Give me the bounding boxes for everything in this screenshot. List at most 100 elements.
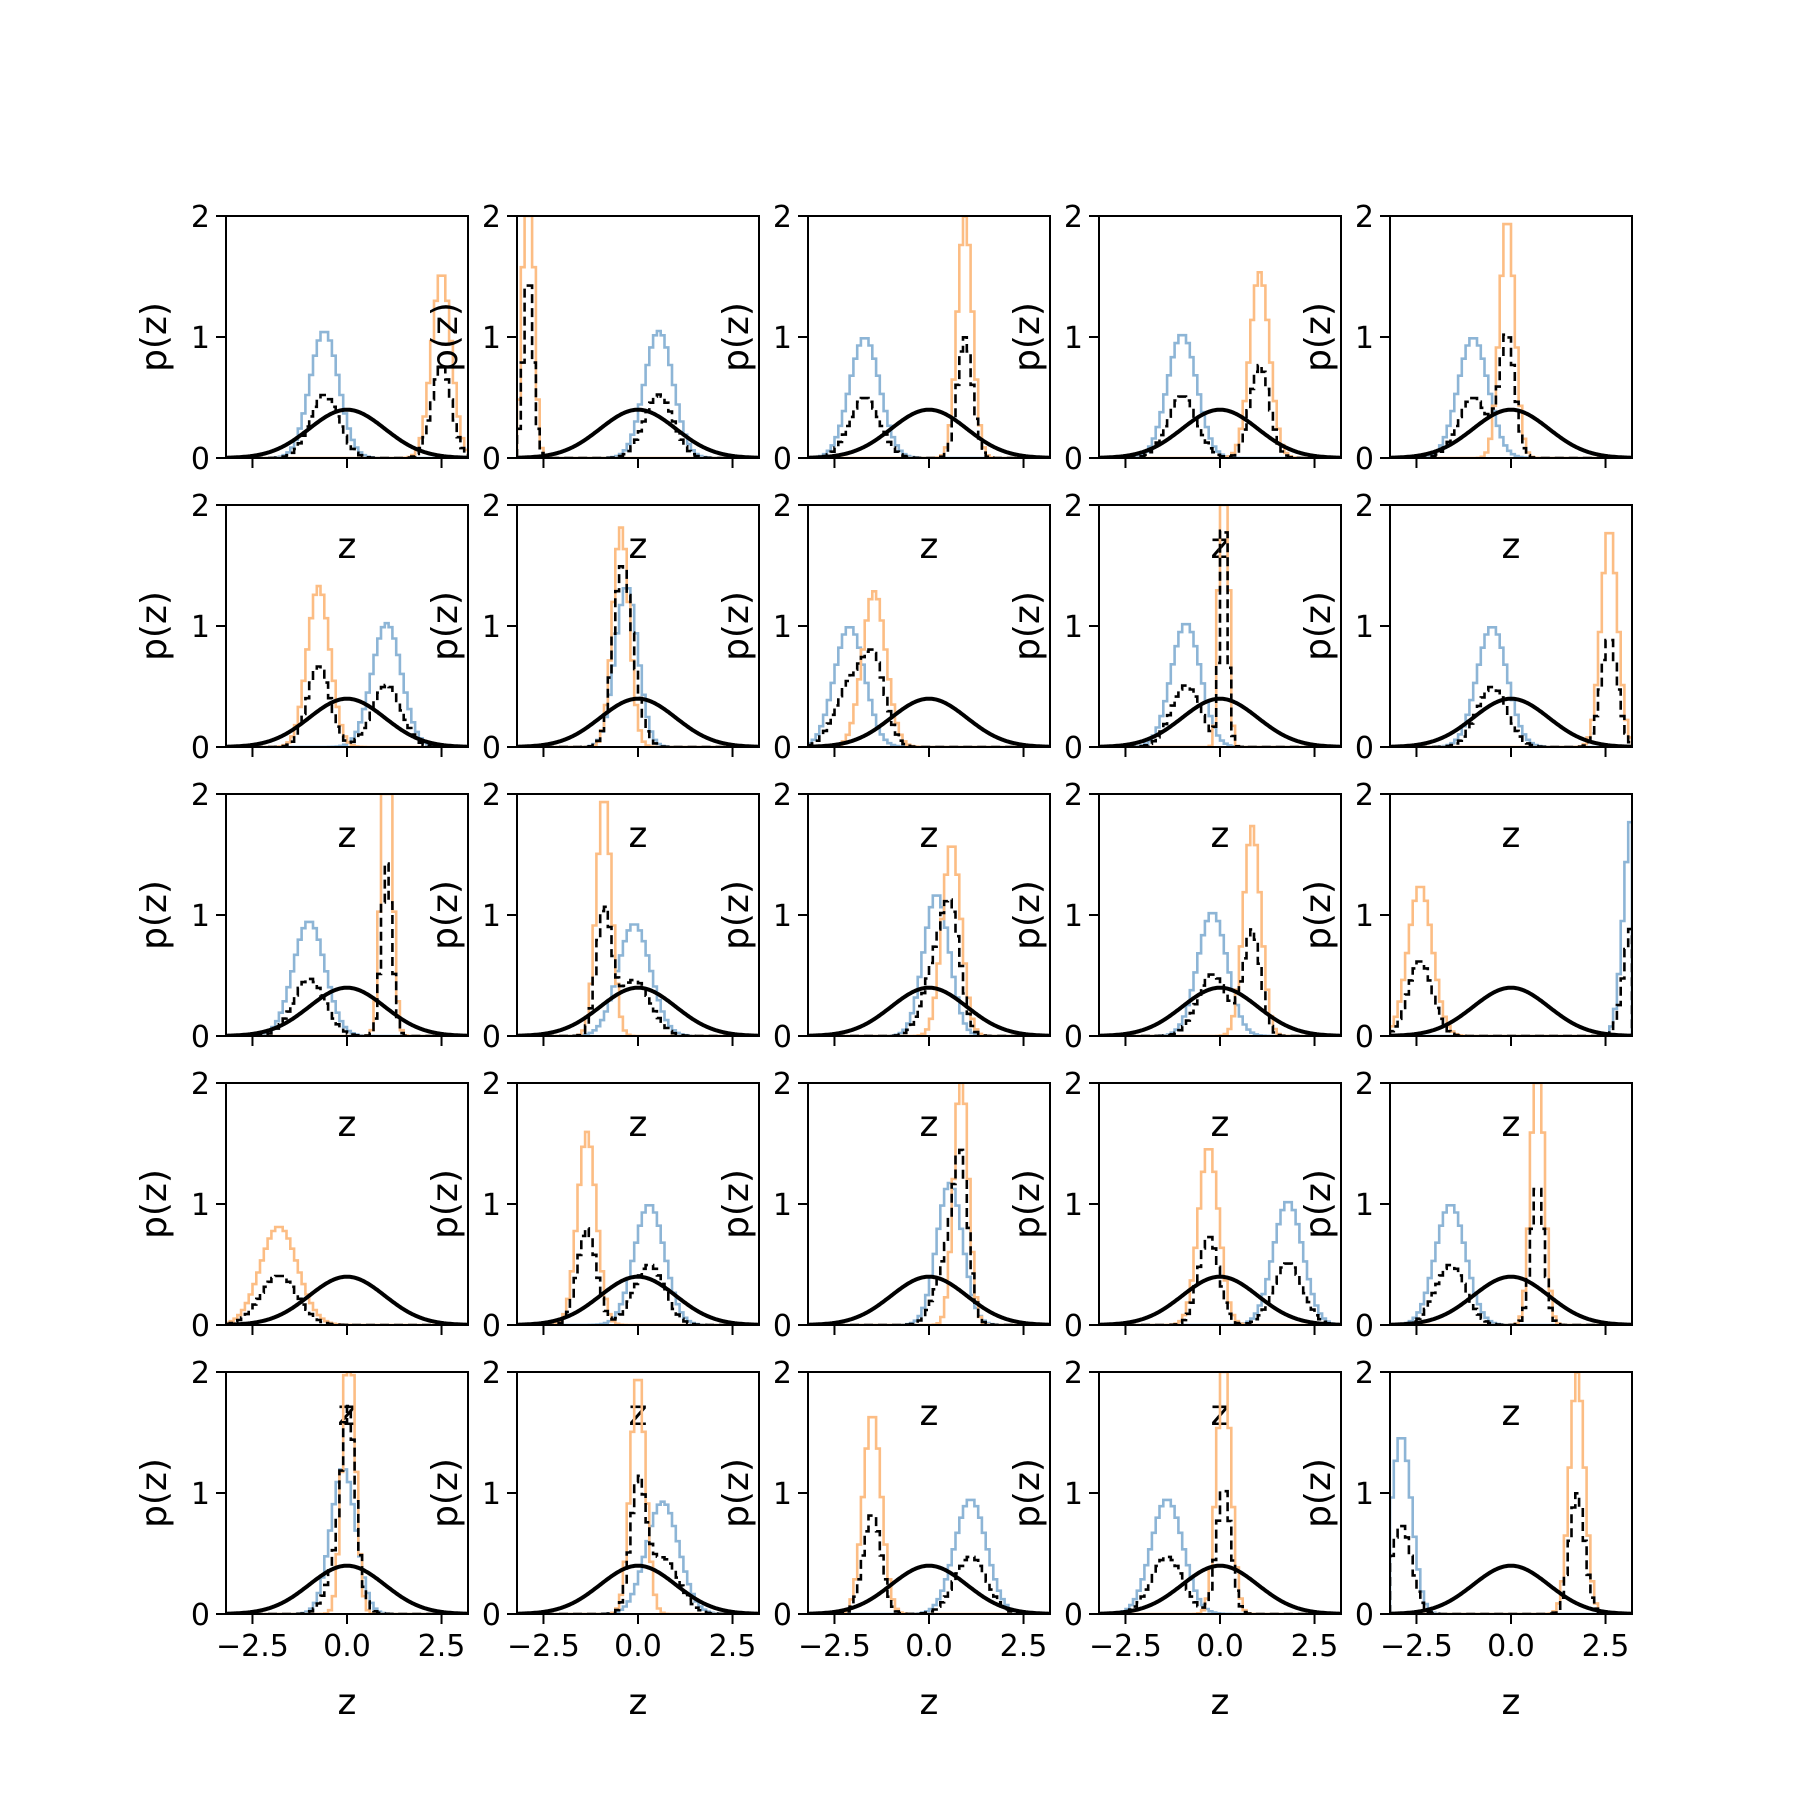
mixture-histogram: [1390, 1492, 1632, 1614]
x-axis-label: z: [1502, 526, 1521, 567]
y-tick-label: 2: [773, 489, 792, 524]
x-axis-label: z: [1211, 815, 1230, 856]
y-axis-label: p(z): [134, 302, 175, 372]
panel-plot-area: [1390, 1372, 1632, 1614]
y-axis-label: p(z): [716, 1169, 757, 1239]
x-axis-label: z: [629, 1104, 648, 1145]
panel-r5-c3: −2.5 0.0 2.5 0 1 2 z p(z): [716, 1356, 1051, 1723]
y-axis-label: p(z): [425, 1458, 466, 1528]
y-tick-label: 2: [191, 200, 210, 235]
x-axis-label: z: [629, 526, 648, 567]
y-tick-label: 0: [1064, 442, 1083, 477]
y-axis-label: p(z): [134, 591, 175, 661]
blue-histogram: [808, 894, 1050, 1036]
x-tick-label: 2.5: [418, 1629, 466, 1664]
y-tick-label: 0: [773, 731, 792, 766]
panel-r5-c2: −2.5 0.0 2.5 0 1 2 z p(z): [425, 1356, 760, 1723]
y-axis-label: p(z): [716, 591, 757, 661]
normal-curve: [808, 985, 1050, 1036]
orange-histogram: [808, 845, 1050, 1036]
normal-curve: [1390, 696, 1632, 747]
mixture-histogram: [1390, 333, 1632, 458]
y-tick-label: 0: [1355, 731, 1374, 766]
y-axis-label: p(z): [716, 302, 757, 372]
y-axis-label: p(z): [1298, 1169, 1339, 1239]
x-axis-label: z: [1502, 1393, 1521, 1434]
y-axis-label: p(z): [1298, 880, 1339, 950]
y-tick-label: 1: [191, 610, 210, 645]
y-tick-label: 2: [1064, 1067, 1083, 1102]
mixture-histogram: [226, 1274, 468, 1325]
orange-histogram: [226, 1225, 468, 1325]
y-tick-label: 1: [482, 610, 501, 645]
y-tick-label: 1: [1355, 610, 1374, 645]
x-tick-label: 2.5: [1582, 1629, 1630, 1664]
x-tick-label: 2.5: [709, 1629, 757, 1664]
y-tick-label: 2: [482, 489, 501, 524]
y-tick-label: 0: [191, 731, 210, 766]
y-tick-label: 0: [1355, 1020, 1374, 1055]
y-tick-label: 1: [1064, 899, 1083, 934]
panel-plot-area: [517, 526, 759, 747]
normal-curve: [226, 407, 468, 458]
orange-histogram: [517, 800, 759, 1036]
y-tick-label: 1: [773, 1477, 792, 1512]
y-tick-label: 2: [191, 778, 210, 813]
x-tick-label: 0.0: [1487, 1629, 1535, 1664]
y-tick-label: 2: [482, 200, 501, 235]
panel-plot-area: [808, 590, 1050, 747]
y-tick-label: 2: [1355, 1067, 1374, 1102]
normal-curve: [1390, 1563, 1632, 1614]
orange-histogram: [1390, 1083, 1632, 1325]
panel-r1-c5: 0 1 2 z p(z): [1298, 200, 1633, 567]
normal-curve: [517, 1274, 759, 1325]
y-tick-label: 2: [1355, 778, 1374, 813]
x-tick-label: −2.5: [216, 1629, 289, 1664]
y-tick-label: 2: [773, 1067, 792, 1102]
x-axis-label: z: [920, 526, 939, 567]
y-tick-label: 2: [773, 200, 792, 235]
panel-plot-area: [808, 1415, 1050, 1614]
panel-r1-c3: 0 1 2 z p(z): [716, 200, 1051, 567]
y-tick-label: 1: [191, 1188, 210, 1223]
panel-r3-c5: 0 1 2 z p(z): [1298, 778, 1633, 1145]
panel-r1-c2: 0 1 2 z p(z): [425, 200, 760, 567]
y-tick-label: 2: [191, 1356, 210, 1391]
x-axis-label: z: [920, 1682, 939, 1723]
y-tick-label: 0: [1064, 1309, 1083, 1344]
mixture-histogram: [1099, 1489, 1341, 1614]
x-tick-label: 0.0: [323, 1629, 371, 1664]
x-tick-label: 2.5: [1000, 1629, 1048, 1664]
y-tick-label: 2: [1064, 489, 1083, 524]
y-tick-label: 0: [482, 1598, 501, 1633]
y-tick-label: 0: [773, 1309, 792, 1344]
y-tick-label: 2: [1355, 489, 1374, 524]
y-tick-label: 1: [1355, 1477, 1374, 1512]
x-axis-label: z: [338, 1682, 357, 1723]
x-axis-label: z: [338, 815, 357, 856]
panel-r2-c1: 0 1 2 z p(z): [134, 489, 469, 856]
blue-histogram: [1390, 1204, 1632, 1325]
panel-plot-area: [1099, 1148, 1341, 1325]
normal-curve: [1390, 407, 1632, 458]
blue-histogram: [808, 337, 1050, 458]
panel-plot-area: [1390, 222, 1632, 458]
x-axis-label: z: [920, 1104, 939, 1145]
mixture-histogram: [1099, 1235, 1341, 1325]
panel-r5-c4: −2.5 0.0 2.5 0 1 2 z p(z): [1007, 1356, 1342, 1723]
y-axis-label: p(z): [134, 880, 175, 950]
y-tick-label: 0: [773, 1020, 792, 1055]
y-tick-label: 2: [482, 1067, 501, 1102]
x-axis-label: z: [1211, 1682, 1230, 1723]
y-tick-label: 1: [773, 610, 792, 645]
panel-r4-c2: 0 1 2 z p(z): [425, 1067, 760, 1434]
mixture-histogram: [808, 898, 1050, 1036]
y-axis-label: p(z): [716, 1458, 757, 1528]
normal-curve: [226, 696, 468, 747]
normal-curve: [808, 407, 1050, 458]
normal-curve: [517, 407, 759, 458]
y-tick-label: 1: [482, 321, 501, 356]
